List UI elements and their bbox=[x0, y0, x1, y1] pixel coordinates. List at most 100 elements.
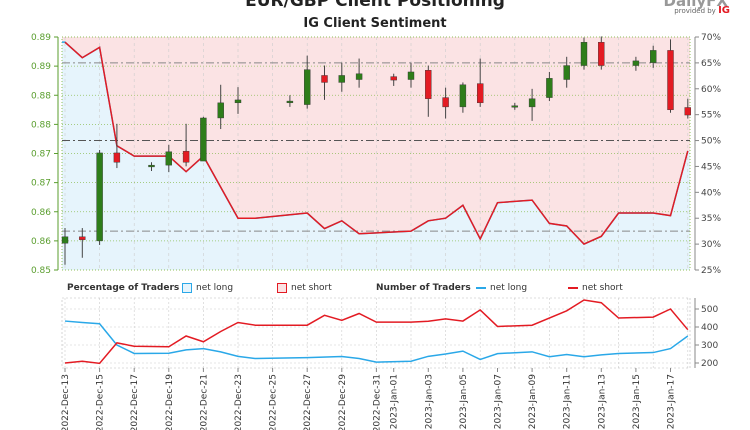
price-tick-label: 0.89 bbox=[31, 33, 51, 43]
candle-up bbox=[580, 42, 588, 66]
x-tick-label: 2023-Jan-11 bbox=[563, 374, 573, 429]
x-tick-label: 2022-Dec-21 bbox=[199, 374, 209, 430]
legend-num-short[interactable]: net short bbox=[568, 283, 623, 293]
pct-tick-label: 60% bbox=[701, 85, 721, 95]
pct-tick-label: 70% bbox=[701, 33, 721, 43]
legend-label: net short bbox=[291, 283, 332, 293]
chart-subtitle: IG Client Sentiment bbox=[303, 16, 447, 31]
candle-up bbox=[286, 100, 294, 104]
legend-num-long[interactable]: net long bbox=[476, 283, 527, 293]
candle-down bbox=[321, 75, 328, 83]
net-short-line-icon bbox=[568, 287, 578, 289]
pct-tick-label: 50% bbox=[701, 137, 721, 147]
candle-down bbox=[113, 152, 121, 163]
price-tick-label: 0.85 bbox=[31, 266, 51, 276]
price-tick-label: 0.88 bbox=[31, 91, 51, 101]
pct-tick-label: 65% bbox=[701, 59, 721, 69]
x-tick-label: 2023-Jan-17 bbox=[667, 374, 677, 429]
count-tick-label: 500 bbox=[701, 305, 718, 315]
x-tick-label: 2023-Jan-03 bbox=[424, 374, 434, 429]
pct-tick-label: 25% bbox=[701, 266, 721, 276]
candle-up bbox=[96, 152, 103, 242]
chart-title: EUR/GBP Client Positioning bbox=[245, 0, 505, 11]
candle-up bbox=[650, 50, 657, 63]
candle-down bbox=[442, 97, 449, 108]
legend-pct-short[interactable]: net short bbox=[277, 283, 332, 293]
legend-num-title: Number of Traders bbox=[376, 283, 471, 293]
candle-down bbox=[684, 107, 691, 116]
legend-label: net long bbox=[490, 283, 528, 293]
candle-up bbox=[459, 84, 467, 108]
candle-up bbox=[217, 102, 224, 119]
price-tick-label: 0.86 bbox=[31, 208, 51, 218]
candle-down bbox=[390, 76, 397, 81]
candle-down bbox=[425, 70, 432, 99]
plot-border bbox=[61, 36, 691, 271]
count-tick-label: 300 bbox=[701, 341, 718, 351]
x-tick-label: 2022-Dec-23 bbox=[234, 374, 244, 430]
legend-num-title-text: Number of Traders bbox=[376, 283, 471, 293]
candle-up bbox=[355, 73, 363, 80]
price-tick-label: 0.87 bbox=[31, 179, 51, 189]
price-tick-label: 0.86 bbox=[31, 237, 51, 247]
net-long-count-line bbox=[64, 320, 689, 363]
x-tick-label: 2023-Jan-13 bbox=[597, 374, 607, 429]
x-tick-label: 2023-Jan-05 bbox=[459, 374, 469, 429]
candle-up bbox=[338, 75, 345, 83]
legend-pct-title-text: Percentage of Traders bbox=[67, 283, 180, 293]
x-tick-label: 2022-Dec-25 bbox=[269, 374, 279, 430]
pct-tick-label: 40% bbox=[701, 188, 721, 198]
provided-by-text: provided by bbox=[674, 7, 716, 15]
x-tick-label: 2023-Jan-15 bbox=[632, 374, 642, 429]
legend-label: net long bbox=[196, 283, 234, 293]
candle-down bbox=[79, 236, 86, 240]
x-tick-label: 2023-Jan-01 bbox=[390, 374, 400, 429]
x-tick-label: 2022-Dec-27 bbox=[303, 374, 313, 430]
net-long-box-icon bbox=[182, 283, 192, 293]
x-tick-label: 2023-Jan-07 bbox=[494, 374, 504, 429]
candle-up bbox=[407, 71, 415, 80]
candle-up bbox=[632, 60, 640, 66]
x-tick-label: 2023-Jan-09 bbox=[528, 374, 538, 430]
provided-by: provided by IG bbox=[674, 5, 730, 16]
candle-up bbox=[563, 65, 570, 80]
long-area bbox=[62, 42, 690, 270]
count-tick-label: 400 bbox=[701, 323, 718, 333]
candle-down bbox=[598, 42, 605, 66]
candle-up bbox=[165, 151, 173, 166]
candle-up bbox=[61, 236, 69, 244]
x-tick-label: 2022-Dec-17 bbox=[130, 374, 140, 430]
price-tick-label: 0.89 bbox=[31, 62, 51, 72]
legend-pct-title: Percentage of Traders bbox=[67, 283, 179, 293]
net-short-pct-line bbox=[64, 41, 689, 246]
pct-tick-label: 30% bbox=[701, 240, 721, 250]
plot-border bbox=[61, 297, 691, 369]
candle-up bbox=[546, 78, 553, 98]
candle-up bbox=[528, 98, 536, 108]
price-tick-label: 0.87 bbox=[31, 150, 51, 160]
x-tick-label: 2022-Dec-29 bbox=[338, 374, 348, 430]
legend-pct-long[interactable]: net long bbox=[182, 283, 233, 293]
x-tick-label: 2022-Dec-13 bbox=[61, 374, 71, 430]
pct-tick-label: 35% bbox=[701, 214, 721, 224]
candle-up bbox=[304, 69, 311, 105]
x-tick-label: 2022-Dec-15 bbox=[96, 374, 106, 430]
net-short-count-line bbox=[64, 299, 689, 365]
candle-up bbox=[200, 117, 207, 162]
candle-up bbox=[511, 105, 518, 108]
candle-up bbox=[234, 99, 242, 104]
ig-logo: IG bbox=[718, 5, 730, 16]
price-tick-label: 0.88 bbox=[31, 120, 51, 130]
candle-up bbox=[148, 164, 155, 168]
net-short-box-icon bbox=[277, 283, 287, 293]
pct-tick-label: 45% bbox=[701, 162, 721, 172]
count-tick-label: 200 bbox=[701, 359, 718, 369]
candle-down bbox=[477, 83, 484, 104]
legend-label: net short bbox=[582, 283, 623, 293]
candle-down bbox=[182, 150, 190, 163]
x-tick-label: 2022-Dec-19 bbox=[165, 374, 175, 430]
x-tick-label: 2022-Dec-31 bbox=[372, 374, 382, 430]
pct-tick-label: 55% bbox=[701, 111, 721, 121]
